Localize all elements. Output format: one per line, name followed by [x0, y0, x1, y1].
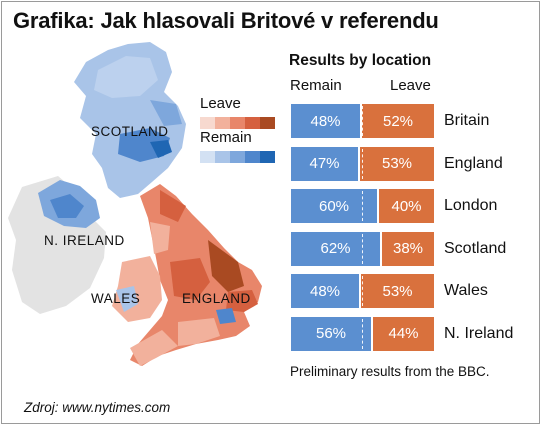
- column-header-leave: Leave: [390, 77, 431, 94]
- wales-west: [116, 286, 138, 312]
- england-east: [226, 290, 258, 312]
- bar-row-wales: 48% 53% Wales: [291, 274, 536, 308]
- bar-track: 56% 44%: [291, 316, 434, 351]
- bar-remain-segment: 56%: [291, 316, 371, 351]
- legend-remain-scale: [200, 151, 275, 163]
- fifty-percent-marker: [362, 148, 363, 179]
- scotland-northeast: [150, 100, 182, 126]
- bar-remain-segment: 48%: [291, 104, 360, 138]
- bar-row-england: 47% 53% England: [291, 146, 536, 181]
- leave-swatch-2: [215, 117, 230, 129]
- remain-swatch-3: [230, 151, 245, 163]
- map-label-n-ireland: N. IRELAND: [44, 233, 125, 248]
- bar-leave-segment: 44%: [373, 316, 434, 351]
- bar-remain-segment: 47%: [291, 146, 358, 181]
- leave-swatch-1: [200, 117, 215, 129]
- bar-leave-segment: 52%: [362, 104, 434, 138]
- wales-region: [112, 256, 162, 322]
- uk-results-map: [8, 42, 262, 366]
- column-header-remain: Remain: [290, 77, 342, 94]
- bar-track: 60% 40%: [291, 189, 434, 223]
- bar-category-label: N. Ireland: [444, 324, 514, 342]
- fifty-percent-marker: [362, 106, 363, 136]
- map-label-england: ENGLAND: [182, 291, 251, 306]
- scotland-edinburgh: [150, 140, 172, 158]
- scotland-highlands: [94, 56, 158, 98]
- bar-track: 48% 53%: [291, 274, 434, 308]
- bar-track: 47% 53%: [291, 146, 434, 181]
- legend-leave-scale: [200, 117, 275, 129]
- fifty-percent-marker: [362, 191, 363, 221]
- leave-swatch-5: [260, 117, 275, 129]
- bar-leave-segment: 40%: [379, 189, 434, 223]
- bar-row-london: 60% 40% London: [291, 189, 536, 223]
- bar-row-n-ireland: 56% 44% N. Ireland: [291, 316, 536, 351]
- remain-swatch-5: [260, 151, 275, 163]
- england-northwest: [150, 222, 170, 254]
- bar-remain-segment: 60%: [291, 189, 377, 223]
- remain-swatch-2: [215, 151, 230, 163]
- bar-remain-segment: 62%: [291, 231, 380, 266]
- england-north-east: [160, 190, 186, 222]
- bar-category-label: Britain: [444, 112, 490, 129]
- leave-swatch-3: [230, 117, 245, 129]
- bar-category-label: Scotland: [444, 239, 507, 257]
- bar-track: 48% 52%: [291, 104, 434, 138]
- bar-leave-segment: 53%: [360, 146, 434, 181]
- remain-swatch-1: [200, 151, 215, 163]
- england-south: [178, 318, 220, 346]
- fifty-percent-marker: [362, 276, 363, 306]
- source-credit: Zdroj: www.nytimes.com: [24, 400, 171, 415]
- bar-category-label: London: [444, 197, 498, 214]
- map-label-wales: WALES: [91, 291, 141, 306]
- chart-title: Results by location: [289, 52, 432, 69]
- map-label-scotland: SCOTLAND: [91, 124, 169, 139]
- fifty-percent-marker: [362, 318, 363, 349]
- bar-category-label: England: [444, 154, 503, 172]
- bar-row-scotland: 62% 38% Scotland: [291, 231, 536, 266]
- leave-swatch-4: [245, 117, 260, 129]
- england-southwest: [130, 330, 178, 366]
- legend-leave-label: Leave: [200, 95, 241, 112]
- england-lincolnshire: [208, 240, 244, 292]
- england-london: [216, 308, 236, 324]
- england-midlands: [170, 258, 210, 300]
- bar-track: 62% 38%: [291, 231, 434, 266]
- bar-row-britain: 48% 52% Britain: [291, 104, 536, 138]
- bar-leave-segment: 53%: [361, 274, 434, 308]
- bar-remain-segment: 48%: [291, 274, 359, 308]
- fifty-percent-marker: [362, 233, 363, 264]
- legend-remain-label: Remain: [200, 129, 252, 146]
- bar-category-label: Wales: [444, 282, 488, 299]
- bar-leave-segment: 38%: [382, 231, 434, 266]
- remain-swatch-4: [245, 151, 260, 163]
- page-title: Grafika: Jak hlasovali Britové v referen…: [13, 8, 439, 33]
- footnote: Preliminary results from the BBC.: [290, 364, 490, 379]
- n-ireland-remain-area: [50, 194, 84, 218]
